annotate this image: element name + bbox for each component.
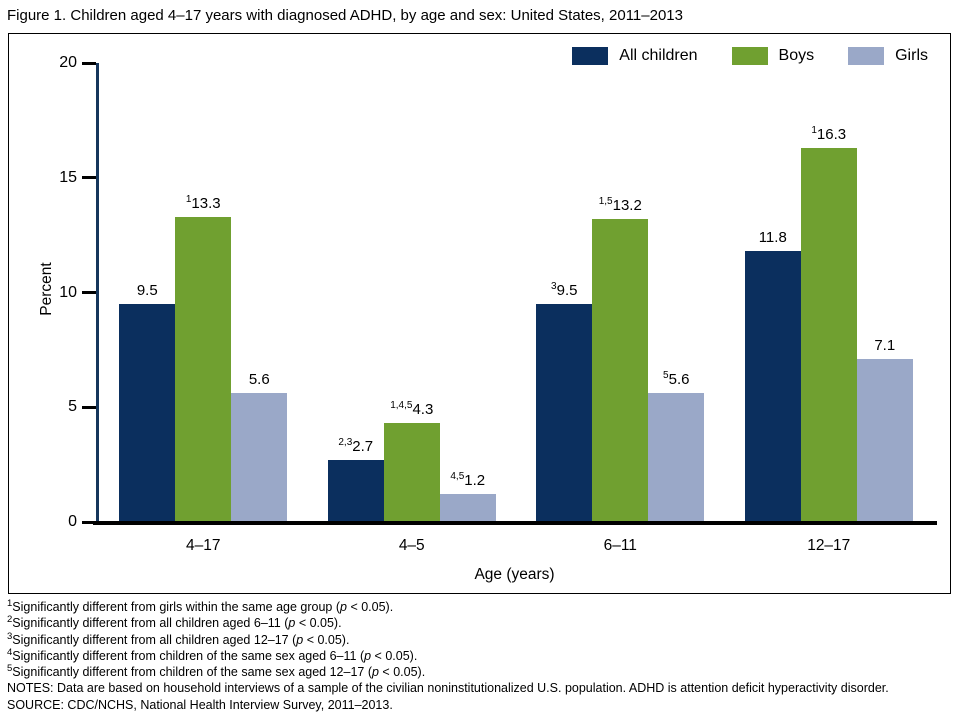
bar-girls-6-11 [648,393,705,522]
bar-label-all-children-4-17: 9.5 [136,281,158,299]
x-axis-title: Age (years) [474,566,555,583]
footnote-block: 1Significantly different from girls with… [7,599,889,713]
bar-boys-6-11 [592,219,649,522]
chart-legend: All children Boys Girls [572,47,928,65]
y-tick-label-20: 20 [59,54,77,71]
bar-all-children-6-11 [536,303,593,522]
bar-all-children-4-5 [327,460,384,522]
footnote-3: 3Significantly different from all childr… [7,630,350,647]
legend-swatch-girls [848,47,885,65]
bar-girls-12-17 [856,359,913,522]
legend-item-all-children: All children [572,47,698,65]
y-tick-5 [82,405,96,409]
bar-boys-4-5 [383,423,440,522]
notes-line: NOTES: Data are based on household inter… [7,681,889,696]
bar-label-boys-4-17: 113.3 [185,193,221,212]
bar-boys-4-17 [175,216,232,522]
legend-item-girls: Girls [848,47,928,65]
plot-area: 9.5 113.3 5.6 2,32.7 1,4,54.3 4,51.2 39.5 1,513… [96,63,933,522]
bar-label-girls-4-17: 5.6 [248,371,270,389]
bar-label-all-children-12-17: 11.8 [758,229,787,247]
footnote-4: 4Significantly different from children o… [7,646,418,663]
bar-label-boys-4-5: 1,4,54.3 [390,400,434,419]
footnote-5: 5Significantly different from children o… [7,663,426,680]
bar-label-girls-6-11: 55.6 [663,370,690,389]
legend-swatch-all-children [572,47,609,65]
x-category-4-5: 4–5 [398,537,425,554]
y-tick-label-0: 0 [68,513,77,530]
bar-label-boys-6-11: 1,513.2 [598,196,642,215]
y-tick-label-15: 15 [59,168,77,186]
legend-item-boys: Boys [731,47,815,65]
legend-label-all-children: All children [619,47,698,64]
figure-title: Figure 1. Children aged 4–17 years with … [7,7,683,24]
bar-girls-4-17 [231,393,288,522]
legend-label-girls: Girls [895,47,928,64]
footnote-lines: 1Significantly different from girls with… [7,599,889,680]
footnote-1: 1Significantly different from girls with… [7,597,394,614]
x-category-6-11: 6–11 [603,537,637,554]
bar-label-girls-12-17: 7.1 [874,337,896,355]
bar-boys-12-17 [800,147,857,522]
bar-all-children-12-17 [744,251,801,522]
x-category-4-17: 4–17 [186,537,221,554]
chart-frame: All children Boys Girls Percent 9.5 113.3 5.… [8,33,951,594]
bar-label-boys-12-17: 116.3 [811,124,847,143]
footnote-2: 2Significantly different from all childr… [7,614,342,631]
y-tick-10 [82,291,96,294]
x-category-12-17: 12–17 [807,537,851,554]
bar-all-children-4-17 [119,303,176,522]
bar-label-all-children-6-11: 39.5 [551,280,578,299]
bar-label-girls-4-5: 4,51.2 [450,471,486,490]
bar-girls-4-5 [439,494,496,522]
bar-label-all-children-4-5: 2,32.7 [338,437,374,456]
y-tick-label-10: 10 [59,283,77,301]
legend-label-boys: Boys [778,47,815,64]
y-tick-0 [82,520,96,524]
legend-swatch-boys [731,47,768,65]
x-axis-line [93,521,937,525]
y-tick-15 [82,176,96,180]
y-tick-20 [82,61,96,65]
source-line: SOURCE: CDC/NCHS, National Health Interv… [7,697,393,712]
y-tick-label-5: 5 [68,398,77,416]
